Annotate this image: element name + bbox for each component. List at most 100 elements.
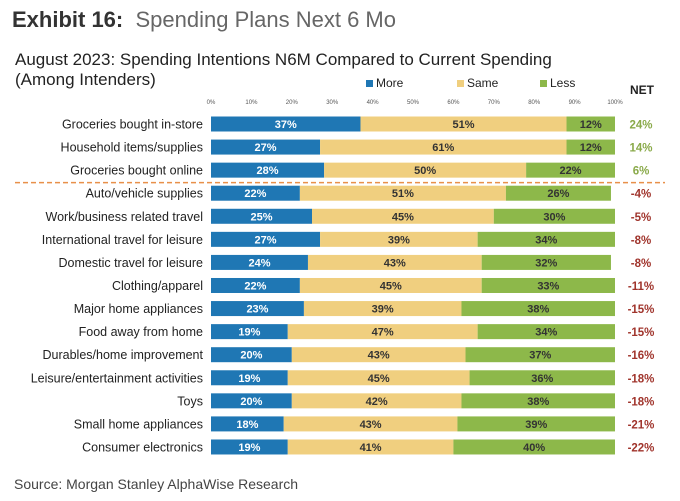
net-value: 6% [633,166,650,178]
net-value: -16% [628,350,655,362]
bar-less [481,254,611,270]
category-label: Toys [177,394,203,408]
category-label: Durables/home improvement [43,348,204,362]
category-label: Food away from home [79,325,203,339]
bar-less [469,370,615,386]
bar-same [324,162,527,178]
data-label: 50% [414,165,436,177]
net-value: -8% [631,235,651,247]
net-value: -18% [628,373,655,385]
category-label: International travel for leisure [42,233,203,247]
data-label: 23% [246,304,268,316]
category-label: Household items/supplies [61,141,203,155]
bar-less [453,439,615,455]
bar-less [481,277,615,293]
data-label: 19% [238,442,260,454]
category-label: Groceries bought in-store [62,118,203,132]
data-label: 61% [432,142,454,154]
bar-more [211,416,284,432]
net-value: -8% [631,258,651,270]
bar-more [211,370,288,386]
x-tick-label: 10% [245,100,258,106]
data-label: 37% [275,119,297,131]
bar-less [477,231,615,247]
bar-less [461,301,615,317]
data-label: 19% [238,373,260,385]
category-label: Auto/vehicle supplies [86,187,203,201]
bar-more [211,301,304,317]
data-label: 26% [547,188,569,200]
net-value: 24% [629,120,652,132]
bar-more [211,277,300,293]
bar-less [566,116,615,132]
data-label: 47% [372,327,394,339]
bar-more [211,116,361,132]
bar-same [360,116,567,132]
net-value: 14% [629,143,652,155]
net-value: -5% [631,212,651,224]
bar-same [312,208,494,224]
net-value: -22% [628,442,655,454]
category-label: Leisure/entertainment activities [31,371,203,385]
data-label: 20% [240,350,262,362]
x-tick-label: 70% [488,100,501,106]
bar-more [211,393,292,409]
bar-more [211,208,312,224]
x-tick-label: 30% [326,100,339,106]
data-label: 25% [250,211,272,223]
bar-same [320,231,478,247]
bar-more [211,347,292,363]
data-label: 34% [535,327,557,339]
x-tick-label: 90% [569,100,582,106]
category-label: Work/business related travel [46,210,203,224]
data-label: 12% [580,142,602,154]
bar-less [465,347,615,363]
data-label: 34% [535,234,557,246]
bar-more [211,185,300,201]
data-label: 24% [248,257,270,269]
data-label: 38% [527,304,549,316]
category-label: Small home appliances [74,417,203,431]
bar-same [287,324,478,340]
bar-less [566,139,615,155]
data-label: 39% [372,304,394,316]
x-tick-label: 60% [447,100,460,106]
data-label: 22% [244,280,266,292]
net-value: -15% [628,327,655,339]
bar-more [211,324,288,340]
chart-title: August 2023: Spending Intentions N6M Com… [15,50,552,89]
bar-same [287,439,454,455]
bar-same [291,347,466,363]
net-value: -4% [631,189,651,201]
data-label: 36% [531,373,553,385]
bar-same [307,254,482,270]
data-label: 41% [360,442,382,454]
data-label: 37% [529,350,551,362]
data-label: 22% [244,188,266,200]
data-label: 45% [392,211,414,223]
data-label: 43% [360,419,382,431]
exhibit-label: Exhibit 16: [12,7,124,32]
data-label: 51% [392,188,414,200]
data-label: 39% [525,419,547,431]
data-label: 43% [368,350,390,362]
net-value: -15% [628,304,655,316]
x-tick-label: 100% [607,100,623,106]
category-label: Domestic travel for leisure [59,256,204,270]
category-label: Groceries bought online [70,164,203,178]
legend-more: More [366,76,403,90]
bar-more [211,139,321,155]
bar-same [299,277,482,293]
data-label: 33% [537,280,559,292]
net-value: -21% [628,419,655,431]
bar-less [477,324,615,340]
bar-same [283,416,458,432]
category-label: Clothing/apparel [112,279,203,293]
data-label: 27% [255,234,277,246]
bar-less [457,416,615,432]
data-label: 12% [580,119,602,131]
x-tick-label: 50% [407,100,420,106]
data-label: 40% [523,442,545,454]
bar-more [211,254,308,270]
